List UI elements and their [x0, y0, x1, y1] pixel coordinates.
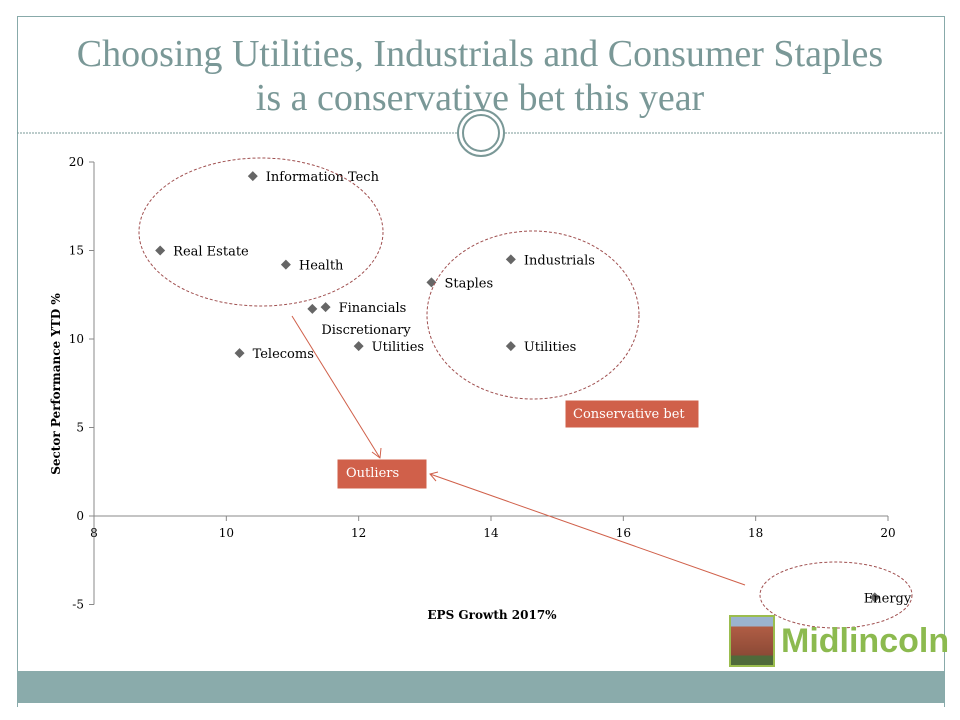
data-label: Information Tech [266, 170, 380, 185]
x-tick-label: 8 [90, 526, 98, 540]
x-tick-label: 14 [483, 526, 499, 540]
data-label: Real Estate [173, 245, 249, 260]
x-tick-label: 20 [880, 526, 895, 540]
data-point [247, 171, 258, 182]
data-point [353, 341, 364, 352]
data-point [280, 259, 291, 270]
conservative-callout [564, 399, 700, 429]
arrowhead-1 [371, 447, 382, 459]
y-tick-label: 10 [69, 332, 84, 346]
data-point [234, 348, 245, 359]
data-label: Discretionary [321, 323, 411, 338]
data-point [307, 303, 318, 314]
data-point [505, 254, 516, 265]
outliers-arrow-2 [429, 473, 746, 586]
data-point [505, 341, 516, 352]
data-label: Staples [444, 276, 493, 291]
data-label: Utilities [524, 340, 576, 355]
arrowhead-2 [429, 471, 439, 482]
y-tick-label: 20 [69, 155, 84, 169]
outliers-arrow-1 [291, 315, 381, 459]
x-tick-label: 10 [219, 526, 234, 540]
y-tick-label: -5 [72, 598, 84, 612]
y-tick-label: 0 [76, 509, 84, 523]
data-label: Industrials [524, 253, 595, 268]
logo-text: Midlincoln [781, 621, 950, 660]
x-tick-label: 16 [616, 526, 631, 540]
data-label: Energy [864, 591, 912, 606]
conservative-callout-text: Conservative bet [573, 407, 685, 422]
energy-ellipse [759, 561, 913, 629]
x-tick-label: 12 [351, 526, 366, 540]
conservative-ellipse [426, 230, 640, 400]
outliers-callout-text: Outliers [346, 466, 399, 481]
y-tick-label: 5 [76, 421, 84, 435]
footer-bar [17, 671, 944, 703]
divider-ornament-inner [462, 114, 500, 152]
growth-ellipse [138, 157, 384, 307]
data-label: Utilities [372, 340, 424, 355]
midlincoln-logo: Midlincoln [729, 615, 949, 667]
building-icon [729, 615, 775, 667]
x-tick-label: 18 [748, 526, 763, 540]
data-label: Telecoms [253, 347, 314, 362]
title-line-1: Choosing Utilities, Industrials and Cons… [76, 33, 884, 75]
slide-title: Choosing Utilities, Industrials and Cons… [20, 32, 940, 120]
data-label: Financials [339, 301, 407, 316]
data-point [869, 592, 880, 603]
data-point [320, 302, 331, 313]
outliers-callout [336, 458, 428, 490]
data-label: Health [299, 259, 344, 274]
data-point [155, 245, 166, 256]
x-axis-label: EPS Growth 2017% [427, 608, 557, 622]
y-axis-label: Sector Performance YTD % [49, 293, 63, 475]
y-tick-label: 15 [69, 244, 84, 258]
slide-frame [17, 16, 945, 707]
